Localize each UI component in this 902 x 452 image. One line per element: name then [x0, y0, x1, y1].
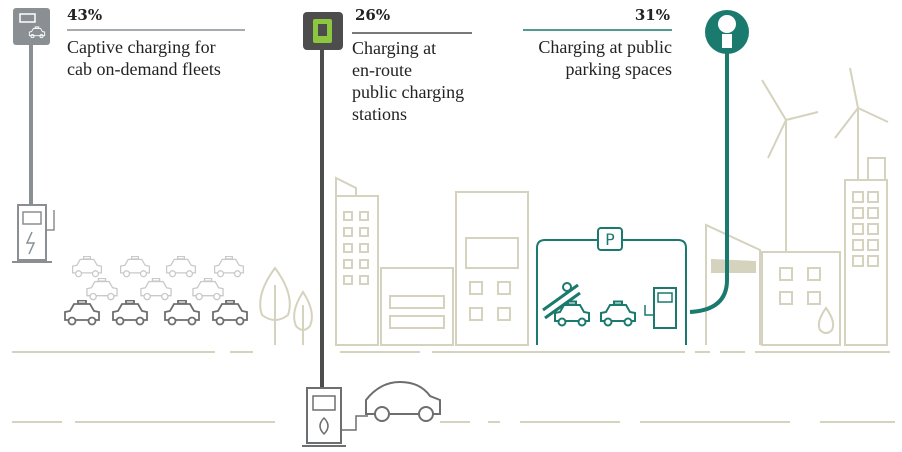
label-line: stations: [352, 104, 407, 124]
parking-sign: P: [605, 230, 615, 249]
label-line: en-route: [352, 60, 412, 80]
label-line: public charging: [352, 82, 464, 102]
fleet-cars: [65, 256, 247, 324]
public-parking-charging: P 31% Charging at public parking spaces: [523, 6, 749, 345]
label-line: cab on-demand fleets: [67, 59, 221, 79]
infographic: 43% Captive charging for cab on-demand f…: [0, 0, 902, 452]
percent: 31%: [635, 6, 670, 24]
label-line: Captive charging for: [67, 37, 216, 57]
label-line: parking spaces: [566, 59, 672, 79]
percent: 43%: [67, 6, 102, 24]
captive-charging: 43% Captive charging for cab on-demand f…: [12, 6, 245, 262]
label-line: Charging at public: [538, 37, 672, 57]
label-line: Charging at: [352, 38, 436, 58]
en-route-charging: 26% Charging at en-route public charging…: [302, 6, 472, 446]
percent: 26%: [355, 6, 390, 24]
roads: [12, 352, 895, 422]
